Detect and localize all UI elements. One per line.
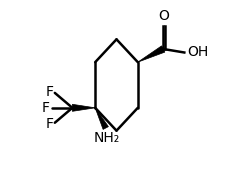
Polygon shape <box>95 108 108 129</box>
Text: NH₂: NH₂ <box>93 131 120 145</box>
Text: F: F <box>45 85 53 99</box>
Text: OH: OH <box>187 45 208 59</box>
Polygon shape <box>138 46 165 62</box>
Text: F: F <box>42 101 50 115</box>
Text: F: F <box>45 117 53 131</box>
Text: O: O <box>159 9 170 23</box>
Polygon shape <box>72 104 95 111</box>
